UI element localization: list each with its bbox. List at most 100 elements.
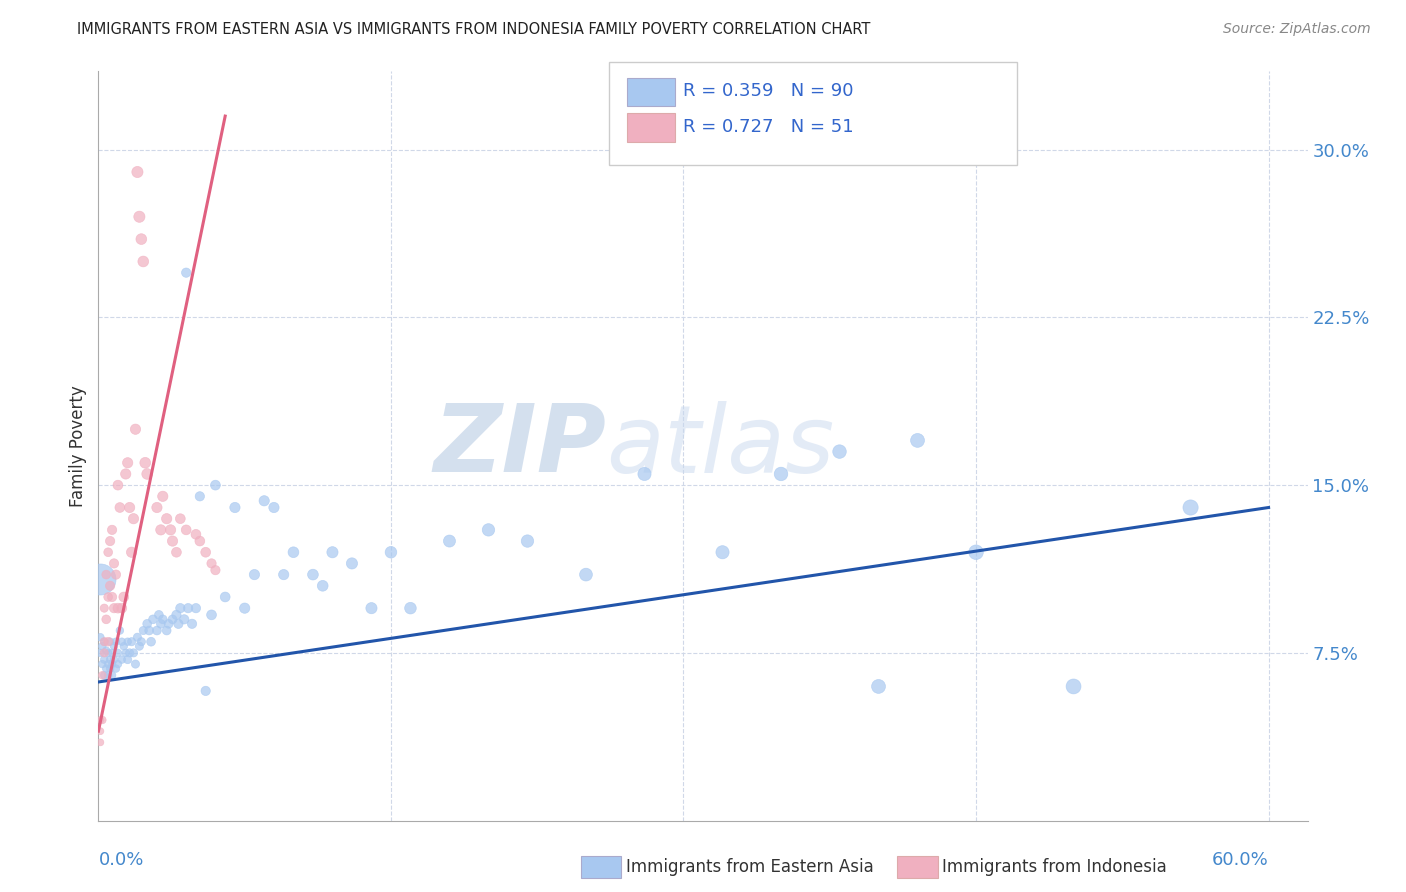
Point [114, 467, 136, 481]
Point [91, 639, 114, 653]
Text: atlas: atlas [606, 401, 835, 491]
Point [93, 634, 115, 648]
Point [769, 467, 792, 481]
Point [224, 500, 246, 515]
Point [107, 646, 129, 660]
Point [108, 624, 131, 638]
Point [132, 254, 155, 268]
Point [89, 735, 111, 749]
Point [127, 165, 149, 179]
Point [148, 607, 170, 622]
Point [97, 634, 120, 648]
Point [233, 601, 256, 615]
Point [162, 612, 184, 626]
Point [188, 489, 211, 503]
Point [117, 456, 139, 470]
Point [167, 616, 190, 631]
Point [360, 601, 382, 615]
Point [93, 646, 115, 660]
Point [101, 523, 124, 537]
Point [174, 266, 197, 280]
Point [128, 210, 150, 224]
Point [516, 534, 538, 549]
Point [89, 572, 111, 586]
Point [633, 467, 655, 481]
Point [134, 456, 156, 470]
Point [93, 634, 115, 648]
Point [477, 523, 499, 537]
Text: ZIP: ZIP [433, 400, 606, 492]
Point [204, 563, 226, 577]
Point [165, 607, 187, 622]
Point [283, 545, 305, 559]
Point [91, 668, 114, 682]
Point [97, 646, 120, 660]
Point [181, 616, 204, 631]
Text: Immigrants from Eastern Asia: Immigrants from Eastern Asia [626, 858, 873, 876]
Point [162, 534, 184, 549]
Point [111, 634, 134, 648]
Point [108, 500, 131, 515]
Point [152, 489, 174, 503]
Point [93, 652, 115, 666]
Point [112, 639, 135, 653]
Point [159, 523, 181, 537]
Point [124, 422, 146, 436]
Point [177, 601, 200, 615]
Point [149, 616, 172, 631]
Point [107, 601, 129, 615]
Point [98, 579, 121, 593]
Point [184, 527, 207, 541]
Point [273, 567, 295, 582]
Point [136, 467, 159, 481]
Point [214, 590, 236, 604]
Point [101, 668, 124, 682]
Point [118, 500, 141, 515]
Point [907, 434, 929, 448]
Point [101, 646, 124, 660]
Point [93, 601, 115, 615]
Point [194, 545, 217, 559]
Point [575, 567, 598, 582]
Point [111, 601, 134, 615]
Point [117, 634, 139, 648]
Point [104, 661, 127, 675]
Point [89, 646, 111, 660]
Point [253, 493, 276, 508]
Y-axis label: Family Poverty: Family Poverty [69, 385, 87, 507]
Point [103, 652, 125, 666]
Point [122, 646, 145, 660]
Point [122, 511, 145, 525]
Point [127, 630, 149, 644]
Point [96, 567, 118, 582]
Point [107, 657, 129, 671]
Point [89, 713, 111, 727]
Point [146, 624, 169, 638]
Point [96, 661, 118, 675]
Point [111, 652, 134, 666]
Point [184, 601, 207, 615]
Point [91, 657, 114, 671]
Point [149, 523, 172, 537]
Point [97, 657, 120, 671]
Point [96, 612, 118, 626]
Point [439, 534, 461, 549]
Point [89, 724, 111, 739]
Point [169, 511, 191, 525]
Point [97, 545, 120, 559]
Point [114, 646, 136, 660]
Text: 60.0%: 60.0% [1212, 851, 1268, 869]
Point [174, 523, 197, 537]
Point [380, 545, 402, 559]
Point [399, 601, 422, 615]
Point [112, 590, 135, 604]
Point [124, 657, 146, 671]
Point [121, 545, 143, 559]
Point [97, 590, 120, 604]
Point [243, 567, 266, 582]
Point [98, 634, 121, 648]
Point [91, 713, 114, 727]
Point [138, 624, 160, 638]
Point [828, 444, 851, 458]
Point [868, 680, 890, 694]
